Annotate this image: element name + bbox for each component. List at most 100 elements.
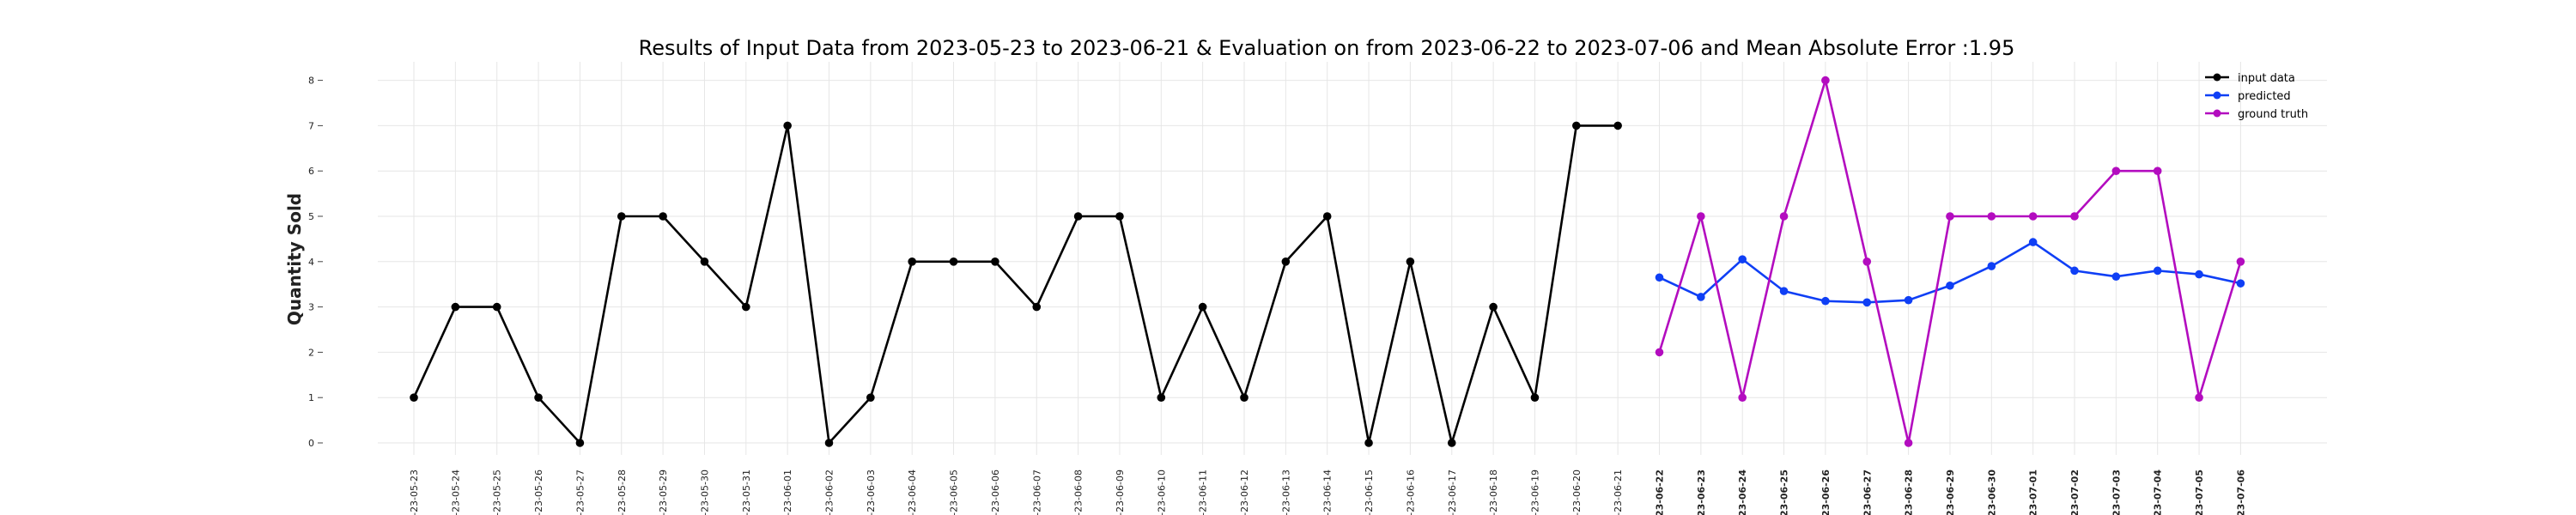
- x-tick-label: -23-06-25: [1779, 470, 1790, 515]
- legend: input data predicted ground truth: [2205, 72, 2308, 121]
- data-point: [1073, 212, 1083, 221]
- data-point: [1489, 302, 1498, 312]
- data-point: [1655, 348, 1664, 357]
- data-point: [2028, 212, 2038, 221]
- data-point: [1821, 296, 1830, 306]
- x-tick-label: -23-06-15: [1364, 470, 1375, 515]
- x-tick-label: -23-06-10: [1156, 470, 1167, 515]
- y-tick-label: 3: [308, 302, 314, 313]
- data-point: [949, 258, 958, 266]
- x-tick-label: -23-06-17: [1447, 470, 1458, 515]
- data-point: [2153, 167, 2162, 175]
- legend-label: predicted: [2238, 90, 2291, 103]
- data-point: [1198, 302, 1207, 312]
- data-point: [1322, 212, 1332, 221]
- grid: [378, 62, 2327, 455]
- data-point: [2195, 270, 2203, 279]
- data-point: [659, 212, 667, 221]
- data-point: [1406, 258, 1415, 266]
- x-tick-label: -23-06-20: [1571, 470, 1583, 515]
- data-point: [1697, 293, 1705, 301]
- data-point: [2236, 279, 2245, 288]
- chart-title: Results of Input Data from 2023-05-23 to…: [639, 36, 2015, 60]
- x-tick-label: -23-06-02: [824, 470, 835, 515]
- x-tick-label: -23-05-30: [699, 470, 710, 515]
- data-point: [783, 121, 792, 130]
- x-tick-label: -23-06-21: [1613, 470, 1624, 515]
- x-tick-label: -23-06-22: [1655, 470, 1666, 515]
- x-tick-label: -23-06-29: [1945, 470, 1956, 515]
- data-point: [1697, 212, 1705, 221]
- data-point: [617, 212, 626, 221]
- y-tick-label: 0: [308, 438, 314, 449]
- x-tick-label: -23-06-24: [1737, 470, 1748, 515]
- y-tick-label: 5: [308, 211, 314, 222]
- x-tick-label: -23-07-01: [2028, 470, 2039, 515]
- x-tick-label: -23-05-26: [533, 470, 544, 515]
- series-line-input-data: [412, 124, 1619, 445]
- y-tick-label: 8: [308, 76, 314, 87]
- y-axis-ticks: 0 1 2 3 4 5 6 7 8: [308, 76, 323, 449]
- x-tick-label: -23-06-19: [1529, 470, 1540, 515]
- data-point: [908, 258, 916, 266]
- data-point: [1613, 121, 1622, 130]
- data-point: [742, 302, 750, 312]
- data-point: [1115, 212, 1124, 221]
- legend-label: ground truth: [2238, 108, 2308, 121]
- x-tick-label: -23-06-04: [907, 470, 918, 515]
- x-tick-label: -23-06-16: [1405, 470, 1416, 515]
- data-point: [1572, 121, 1581, 130]
- x-tick-label: -23-06-14: [1322, 470, 1334, 515]
- x-tick-label: -23-06-12: [1239, 470, 1250, 515]
- x-tick-label: -23-07-04: [2153, 470, 2164, 515]
- data-point: [824, 439, 834, 447]
- data-point: [1987, 212, 1996, 221]
- y-tick-label: 4: [308, 257, 314, 268]
- legend-label: input data: [2238, 72, 2295, 85]
- data-point: [1447, 439, 1456, 447]
- x-tick-label: -23-06-03: [866, 470, 877, 515]
- data-point: [1987, 262, 1996, 270]
- data-point: [1904, 295, 1913, 305]
- data-point: [2195, 393, 2203, 403]
- data-point: [991, 258, 999, 266]
- data-point: [2070, 212, 2079, 221]
- data-point: [534, 393, 543, 403]
- x-tick-label: -23-06-09: [1115, 470, 1126, 515]
- x-tick-label: -23-05-23: [409, 470, 420, 515]
- data-point: [1032, 302, 1042, 312]
- data-point: [2153, 266, 2162, 276]
- x-tick-label: -23-06-18: [1488, 470, 1499, 515]
- data-point: [1946, 281, 1954, 290]
- x-tick-label: -23-07-03: [2111, 470, 2122, 515]
- x-tick-label: -23-06-08: [1073, 470, 1084, 515]
- x-tick-label: -23-06-26: [1820, 470, 1832, 515]
- data-point: [1821, 76, 1830, 85]
- x-tick-label: -23-06-30: [1986, 470, 1997, 515]
- x-tick-label: -23-05-25: [492, 470, 503, 515]
- data-point: [575, 439, 585, 447]
- legend-marker: [2213, 91, 2221, 100]
- series-lines: [410, 76, 2245, 447]
- x-tick-label: -23-06-28: [1904, 470, 1915, 515]
- x-tick-label: -23-07-02: [2069, 470, 2081, 515]
- data-point: [2070, 266, 2079, 276]
- legend-marker: [2213, 73, 2221, 82]
- data-point: [1779, 287, 1789, 295]
- y-tick-label: 2: [308, 347, 314, 358]
- y-tick-label: 6: [308, 166, 314, 177]
- x-tick-label: -23-06-07: [1031, 470, 1042, 515]
- y-tick-label: 1: [308, 392, 314, 403]
- data-point: [492, 302, 501, 312]
- x-tick-label: -23-06-05: [949, 470, 960, 515]
- x-tick-label: -23-06-06: [990, 470, 1001, 515]
- data-point: [2111, 167, 2121, 175]
- data-point: [2236, 258, 2245, 266]
- data-point: [2111, 272, 2121, 282]
- data-point: [1530, 393, 1540, 403]
- x-tick-label: -23-06-13: [1280, 470, 1291, 515]
- x-tick-label: -23-05-28: [617, 470, 628, 515]
- legend-marker: [2213, 109, 2221, 118]
- data-point: [2028, 238, 2038, 246]
- x-tick-label: -23-05-24: [450, 470, 461, 515]
